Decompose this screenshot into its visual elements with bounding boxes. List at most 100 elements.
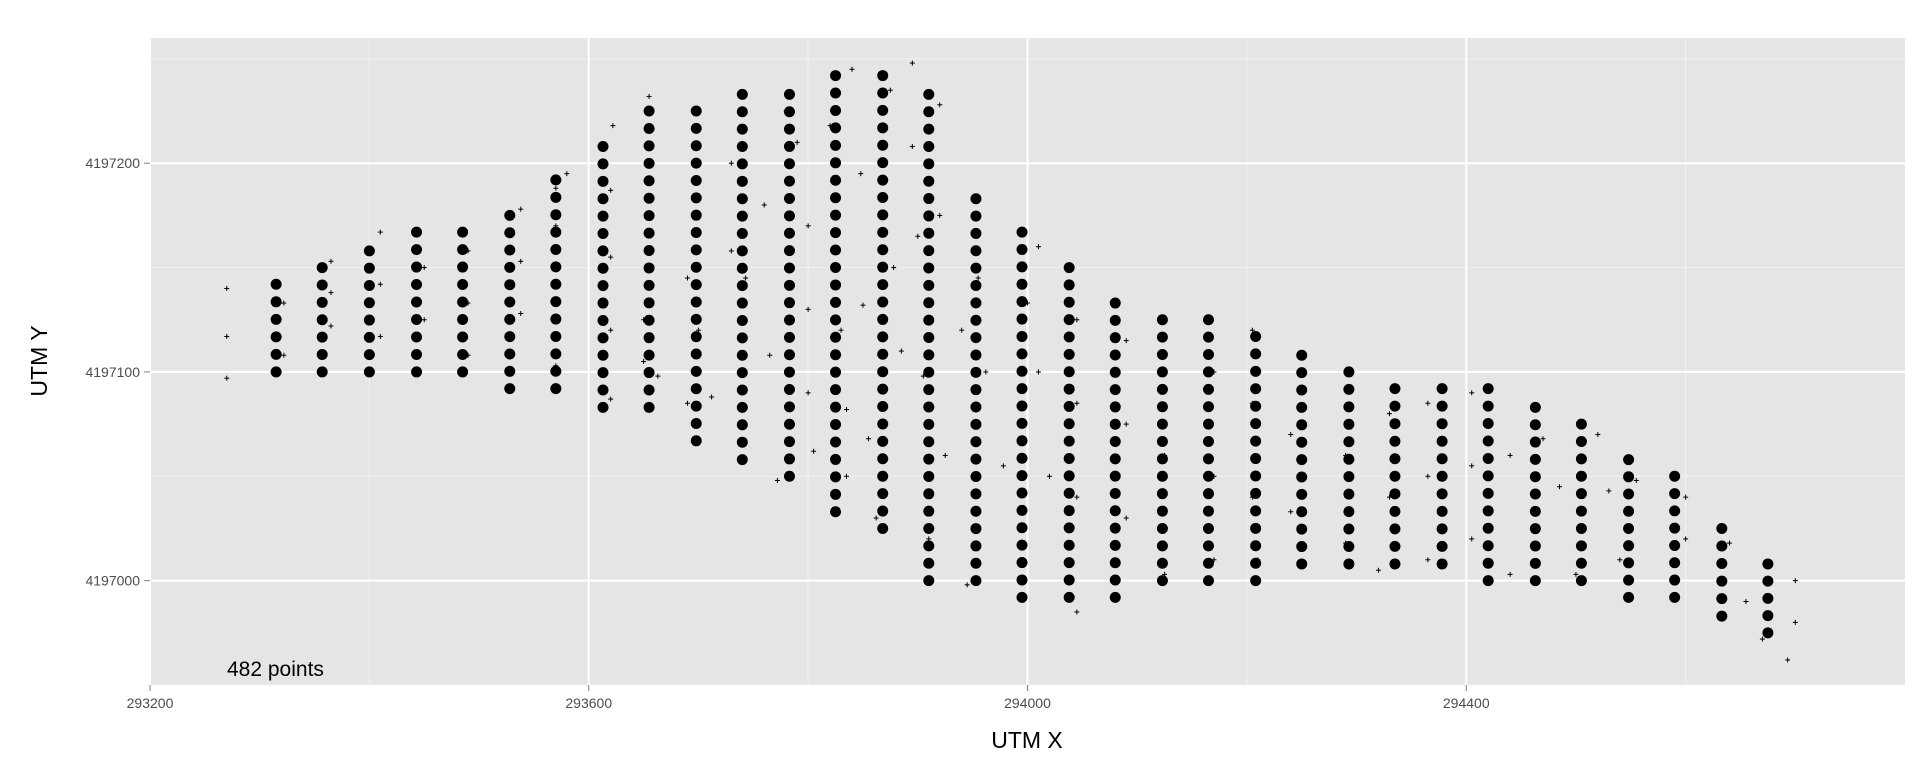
sample-point [877, 505, 889, 517]
sample-point [1250, 383, 1262, 395]
sample-point [1436, 400, 1448, 412]
cross-point [827, 123, 833, 129]
sample-point [783, 401, 795, 413]
sample-point [830, 366, 842, 378]
sample-point [1063, 400, 1075, 412]
cross-point [844, 407, 850, 413]
cross-point [1469, 463, 1475, 469]
sample-point [1156, 488, 1168, 500]
sample-point [736, 245, 748, 257]
sample-point [736, 175, 748, 187]
sample-point [316, 331, 328, 343]
cross-point [553, 363, 559, 369]
cross-point [1469, 536, 1475, 542]
sample-point [1109, 366, 1121, 378]
sample-point [1016, 278, 1028, 290]
sample-point [877, 435, 889, 447]
sample-point [1716, 540, 1728, 552]
sample-point [457, 261, 469, 273]
cross-point [518, 206, 524, 212]
cross-point [811, 448, 817, 454]
sample-point [970, 488, 982, 500]
cross-point [518, 258, 524, 264]
sample-point [1156, 522, 1168, 534]
sample-point [830, 471, 842, 483]
sample-point [877, 453, 889, 465]
cross-point [794, 139, 800, 145]
sample-point [923, 175, 935, 187]
sample-point [550, 313, 562, 325]
sample-point [1296, 384, 1308, 396]
cross-point [281, 352, 287, 358]
sample-point [1063, 487, 1075, 499]
sample-point [830, 331, 842, 343]
sample-point [970, 210, 982, 222]
sample-point [877, 383, 889, 395]
cross-point [728, 160, 734, 166]
sample-point [1109, 505, 1121, 517]
cross-point [1743, 599, 1749, 605]
sample-point [877, 122, 889, 134]
sample-point [923, 470, 935, 482]
sample-point [411, 244, 423, 256]
sample-point [1482, 505, 1494, 517]
cross-point [844, 473, 850, 479]
sample-point [923, 557, 935, 569]
sample-point [923, 193, 935, 205]
sample-point [457, 296, 469, 308]
sample-point [643, 157, 655, 169]
cross-point [377, 229, 383, 235]
cross-point [1162, 571, 1168, 577]
sample-point [457, 366, 469, 378]
cross-point [1425, 473, 1431, 479]
sample-point [1343, 471, 1355, 483]
sample-point [1109, 418, 1121, 430]
sample-point [1063, 279, 1075, 291]
sample-point [643, 367, 655, 379]
sample-point [1250, 575, 1262, 587]
sample-point [597, 332, 609, 344]
sample-point [830, 87, 842, 99]
sample-point [736, 123, 748, 135]
sample-point [970, 262, 982, 274]
cross-point [1343, 540, 1349, 546]
cross-point [709, 394, 715, 400]
sample-point [970, 401, 982, 413]
sample-point [1250, 348, 1262, 360]
sample-point [1669, 522, 1681, 534]
sample-point [783, 123, 795, 135]
sample-point [504, 296, 516, 308]
cross-point [937, 102, 943, 108]
sample-point [1762, 575, 1774, 587]
sample-point [1063, 314, 1075, 326]
cross-point [909, 60, 915, 66]
sample-point [736, 106, 748, 118]
sample-point [1016, 365, 1028, 377]
sample-point [1156, 383, 1168, 395]
sample-point [1250, 487, 1262, 499]
cross-point [641, 359, 647, 364]
x-tick-label: 293600 [565, 695, 612, 711]
cross-point [1343, 452, 1349, 458]
cross-point [983, 369, 989, 375]
sample-point [1202, 505, 1214, 517]
cross-point [328, 323, 334, 329]
sample-point [1389, 488, 1401, 500]
sample-point [1529, 505, 1541, 517]
sample-point [1016, 539, 1028, 551]
sample-point [1016, 504, 1028, 516]
cross-point [858, 171, 864, 177]
sample-point [1202, 575, 1214, 587]
sample-point [736, 227, 748, 239]
sample-point [1436, 383, 1448, 395]
sample-point [783, 297, 795, 309]
sample-point [643, 401, 655, 413]
sample-point [923, 227, 935, 239]
sample-point [923, 540, 935, 552]
sample-point [1156, 331, 1168, 343]
cross-point [610, 123, 616, 129]
sample-point [1202, 522, 1214, 534]
cross-point [465, 300, 471, 306]
sample-point [597, 314, 609, 326]
sample-point [923, 401, 935, 413]
